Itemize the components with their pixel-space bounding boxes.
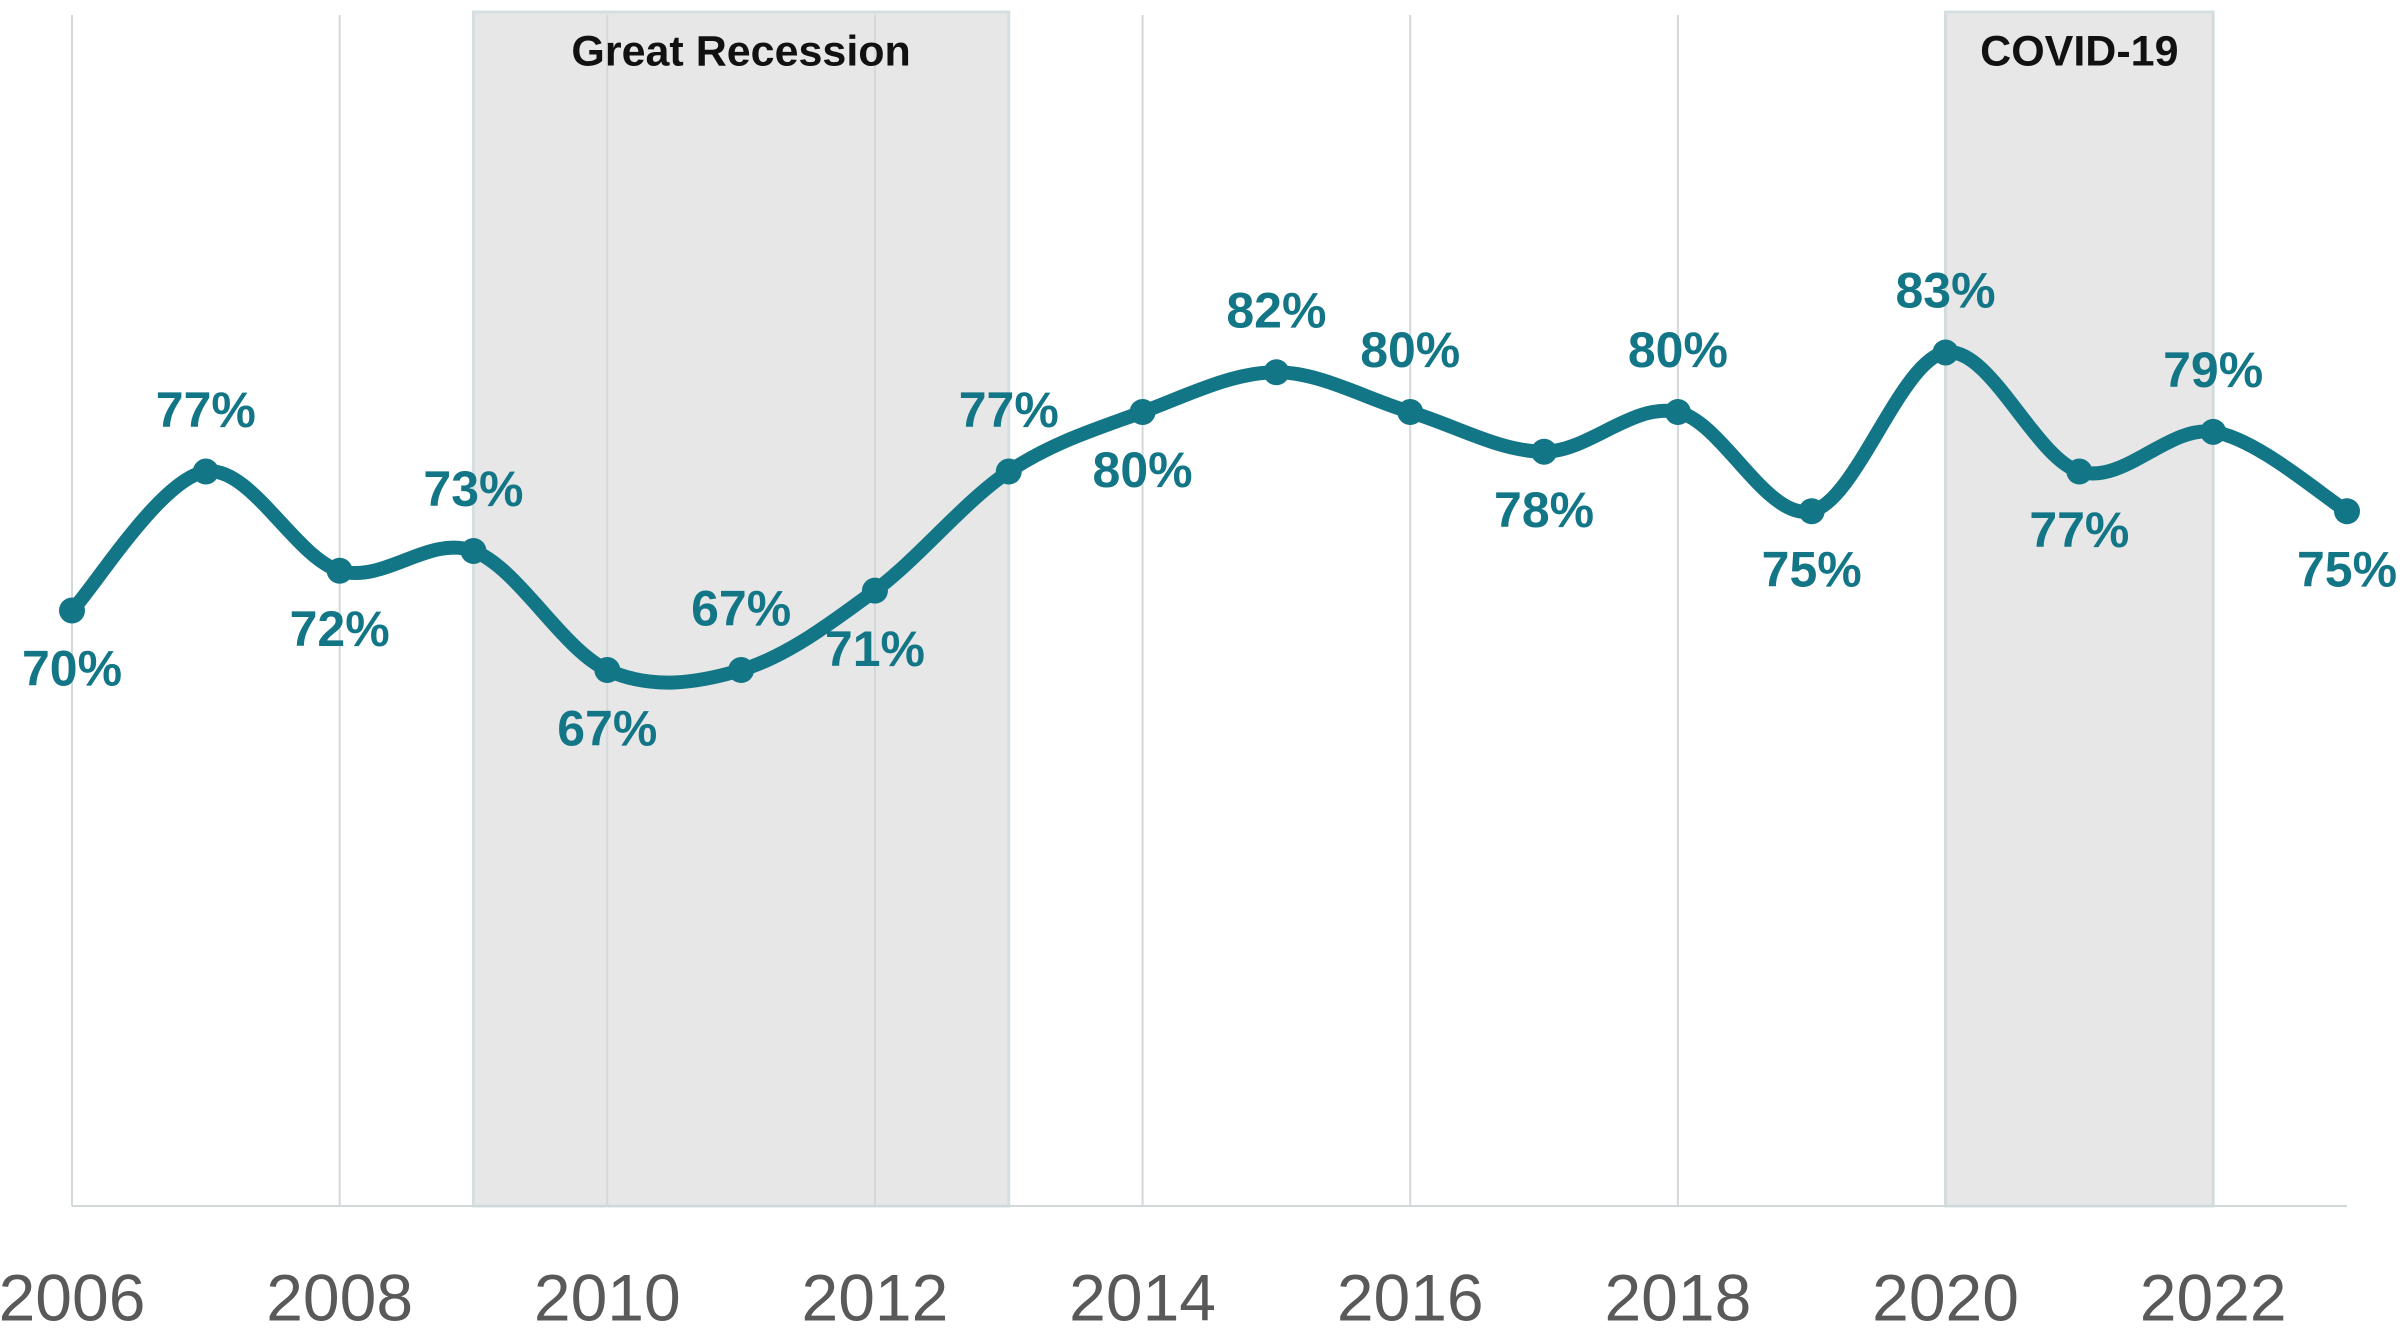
x-tick-label: 2008 — [266, 1260, 413, 1334]
x-tick-label: 2014 — [1069, 1260, 1216, 1334]
shaded-period — [471, 10, 1011, 1208]
data-label: 80% — [1628, 322, 1728, 378]
data-label: 75% — [2297, 541, 2397, 597]
data-label: 83% — [1895, 263, 1995, 319]
shading-layer — [471, 10, 2215, 1208]
data-label: 71% — [825, 621, 925, 677]
annotation: COVID-19 — [1980, 27, 2178, 75]
point — [2334, 498, 2360, 525]
data-label: 67% — [557, 700, 657, 756]
point — [2066, 458, 2093, 485]
plot-layer: Great Recession COVID-19 2006 2008 2010 2012 2… — [0, 27, 2397, 1334]
point — [192, 458, 219, 485]
point — [460, 537, 487, 564]
data-label: 82% — [1226, 283, 1326, 339]
point — [1397, 399, 1424, 425]
point — [728, 657, 755, 684]
line — [65, 345, 2354, 690]
x-tick-label: 2016 — [1337, 1260, 1484, 1334]
data-label: 67% — [691, 580, 791, 636]
x-tick-label: 2022 — [2140, 1260, 2287, 1334]
x-tick-label: 2012 — [802, 1260, 949, 1334]
point — [1129, 399, 1156, 425]
data-label: 73% — [423, 461, 523, 517]
x-tick-label: 2018 — [1604, 1260, 1751, 1334]
point — [59, 597, 85, 624]
point — [1664, 399, 1691, 425]
point — [1932, 339, 1959, 366]
data-label: 75% — [1762, 541, 1862, 597]
data-label: 77% — [2029, 502, 2129, 558]
x-tick-label: 2006 — [0, 1260, 145, 1334]
shaded-period — [1944, 10, 2215, 1208]
point — [995, 458, 1022, 485]
point — [861, 577, 888, 604]
data-label: 80% — [1360, 322, 1460, 378]
data-label: 78% — [1494, 482, 1594, 538]
data-label: 80% — [1093, 442, 1193, 498]
grid-layer — [71, 15, 2215, 1206]
annotation: Great Recession — [571, 27, 910, 75]
data-label: 77% — [959, 382, 1059, 438]
point — [1798, 498, 1825, 525]
point — [594, 657, 621, 684]
point — [1263, 359, 1290, 386]
data-label: 70% — [22, 641, 122, 697]
x-tick-label: 2010 — [534, 1260, 681, 1334]
data-label: 79% — [2163, 342, 2263, 398]
data-label: 72% — [290, 601, 390, 657]
point — [2200, 418, 2227, 445]
x-tick-label: 2020 — [1872, 1260, 2019, 1334]
point — [1531, 438, 1558, 465]
point — [326, 557, 353, 584]
data-label: 77% — [156, 382, 256, 438]
